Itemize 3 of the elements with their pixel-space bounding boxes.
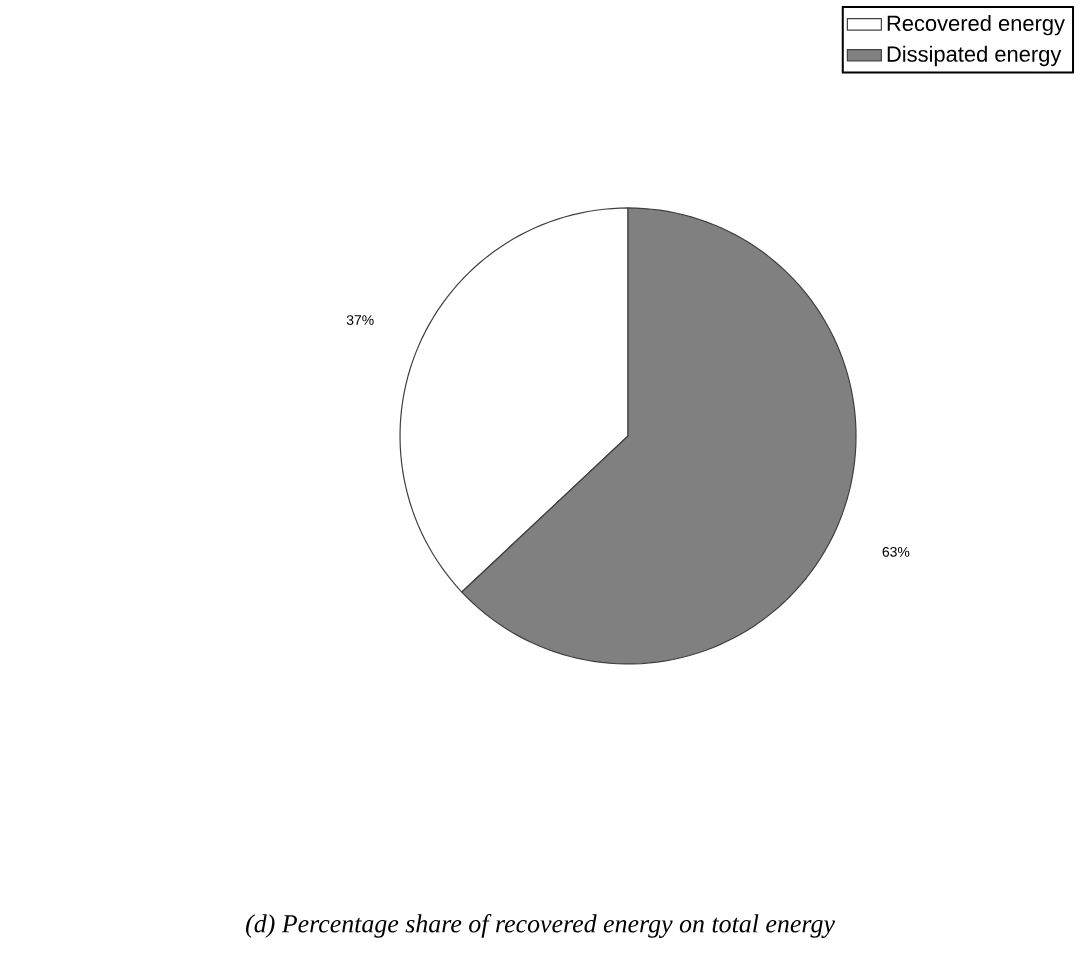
legend-label: Recovered energy xyxy=(887,14,1065,36)
text: (d) Percentage share of recovered energy on total energy xyxy=(246,914,835,938)
legend-label: Dissipated energy xyxy=(887,45,1062,67)
